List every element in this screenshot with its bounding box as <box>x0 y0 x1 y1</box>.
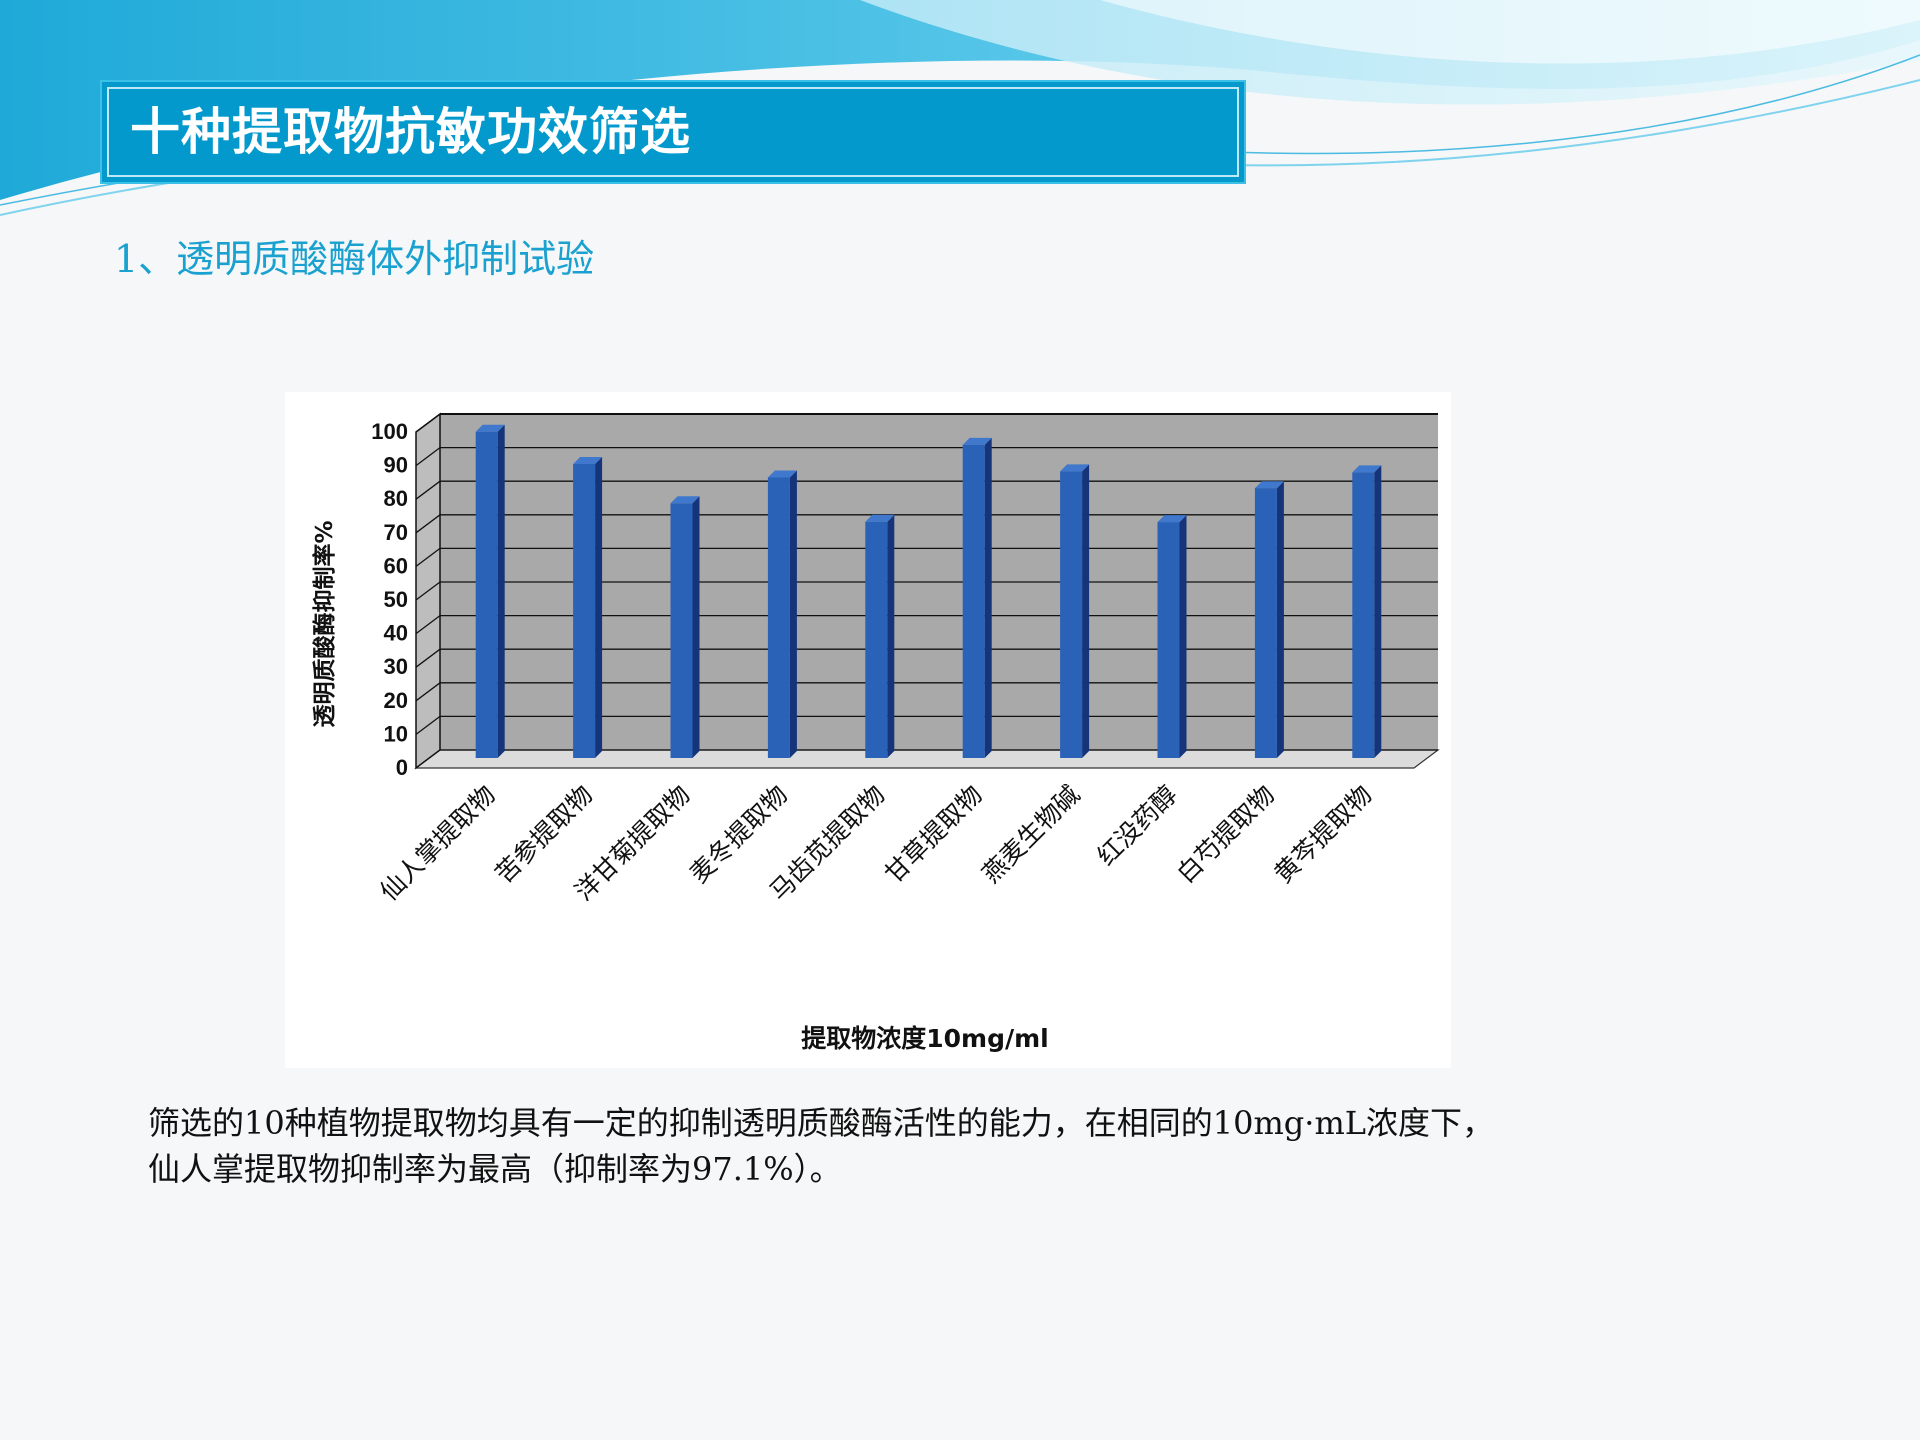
description-line-2: 仙人掌提取物抑制率为最高（抑制率为97.1%）。 <box>148 1150 842 1188</box>
y-tick-label: 20 <box>384 688 408 713</box>
bar-front <box>1060 471 1083 758</box>
bars <box>475 424 1382 758</box>
bar-side <box>1276 481 1284 758</box>
bar-front <box>1352 472 1375 758</box>
bar <box>1352 465 1382 758</box>
y-tick-label: 50 <box>384 587 408 612</box>
bar-front <box>767 477 790 758</box>
gridline-side <box>415 514 441 534</box>
y-tick-label: 40 <box>384 621 408 646</box>
bar-top <box>1060 464 1090 472</box>
bar <box>865 514 895 758</box>
x-tick-label: 仙人掌提取物 <box>374 780 501 907</box>
bar-top <box>962 437 992 445</box>
y-tick-label: 30 <box>384 654 408 679</box>
y-tick-label: 90 <box>384 453 408 478</box>
bar <box>573 457 603 758</box>
bar-side <box>1179 515 1187 758</box>
gridline-side <box>415 581 441 601</box>
gridline-side <box>415 547 441 567</box>
bar-top <box>475 424 505 432</box>
y-tick-label: 80 <box>384 486 408 511</box>
bar <box>1157 515 1187 758</box>
y-tick-label: 0 <box>396 755 408 780</box>
bar-front <box>962 444 985 758</box>
bar-top <box>1352 465 1382 473</box>
bar-side <box>1374 465 1382 758</box>
y-tick-label: 100 <box>371 419 408 444</box>
chart-container: 0 10 20 30 40 50 60 70 80 90 100 仙人掌提取物 苦参提取物 洋甘菊提取物… <box>285 392 1451 1068</box>
bar-front <box>1254 488 1277 758</box>
x-tick-label: 燕麦生物碱 <box>976 780 1085 889</box>
gridline-side <box>415 648 441 668</box>
bar-side <box>887 514 895 758</box>
gridline-side <box>415 413 441 433</box>
plot-floor <box>414 749 1440 769</box>
x-tick-label: 白芍提取物 <box>1171 780 1280 889</box>
y-tick-labels: 0 10 20 30 40 50 60 70 80 90 100 <box>371 419 408 780</box>
gridline-side <box>415 480 441 500</box>
bar-front <box>1157 522 1180 758</box>
gridline-side <box>415 715 441 735</box>
bar-side <box>984 437 992 758</box>
bar-side <box>789 470 797 758</box>
bar-top <box>1157 515 1187 523</box>
bar-front <box>670 503 693 758</box>
bar-top <box>767 470 797 478</box>
bar-side <box>497 424 505 758</box>
bar-side <box>595 457 603 758</box>
x-axis-title: 提取物浓度10mg/ml <box>801 1024 1049 1053</box>
gridline-side <box>415 749 441 769</box>
title-bar: 十种提取物抗敏功效筛选 <box>100 80 1246 184</box>
y-tick-label: 10 <box>384 721 408 746</box>
bar-side <box>1082 464 1090 758</box>
bar-top <box>670 496 700 504</box>
section-subtitle: 1、透明质酸酶体外抑制试验 <box>114 237 595 281</box>
x-tick-label: 红没药醇 <box>1092 780 1183 871</box>
gridline-side <box>415 447 441 467</box>
gridline-side <box>415 615 441 635</box>
plot-area <box>414 412 1440 770</box>
bar <box>962 437 992 758</box>
gridline-side <box>415 682 441 702</box>
bar-side <box>692 496 700 758</box>
bar-top <box>865 514 895 522</box>
y-axis-title: 透明质酸酶抑制率% <box>311 520 338 727</box>
bar <box>475 424 505 758</box>
y-tick-label: 60 <box>384 553 408 578</box>
x-tick-label: 甘草提取物 <box>879 780 988 889</box>
bar <box>670 496 700 758</box>
bar-front <box>865 521 888 758</box>
description-line-1: 筛选的10种植物提取物均具有一定的抑制透明质酸酶活性的能力，在相同的10mg·m… <box>148 1104 1495 1142</box>
bar-chart: 0 10 20 30 40 50 60 70 80 90 100 仙人掌提取物苦参提取物洋甘菊提取物… <box>311 412 1440 1053</box>
bar <box>1060 464 1090 758</box>
bar-front <box>573 464 596 758</box>
bar <box>767 470 797 758</box>
page-title: 十种提取物抗敏功效筛选 <box>130 102 691 161</box>
bar-top <box>1254 481 1284 489</box>
description: 筛选的10种植物提取物均具有一定的抑制透明质酸酶活性的能力，在相同的10mg·m… <box>148 1100 1788 1192</box>
y-tick-label: 70 <box>384 520 408 545</box>
x-tick-label: 黄芩提取物 <box>1269 780 1378 889</box>
bar <box>1254 481 1284 758</box>
bar-front <box>475 431 498 758</box>
bar-top <box>573 457 603 464</box>
